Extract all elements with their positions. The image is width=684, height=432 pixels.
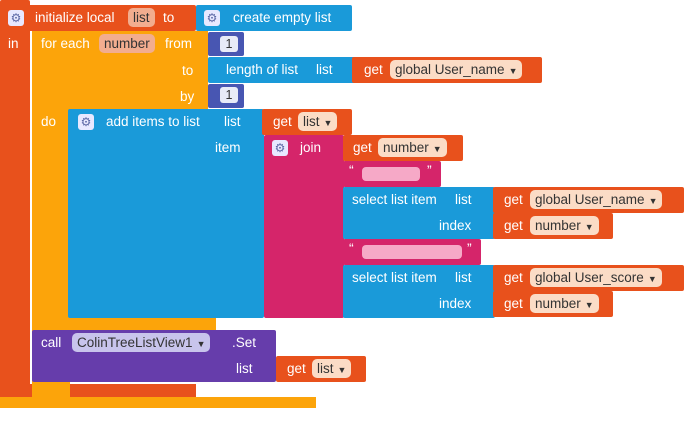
method-label: .Set xyxy=(232,335,257,350)
get-label: get xyxy=(504,218,523,233)
triangle-down-icon: ▼ xyxy=(584,222,594,232)
get-label: get xyxy=(353,140,372,155)
by-number-value[interactable]: 1 xyxy=(220,87,238,103)
quote-close: ” xyxy=(427,162,432,178)
join-block[interactable] xyxy=(264,135,344,318)
var-name: number xyxy=(535,218,581,233)
for-each-do-tail xyxy=(32,318,216,330)
for-each-from-label: from xyxy=(165,36,192,51)
select-index-label: index xyxy=(439,218,472,233)
call-list-label: list xyxy=(236,361,253,376)
add-items-item-label: item xyxy=(215,140,241,155)
component-name: ColinTreeListView1 xyxy=(77,335,193,350)
get-label: get xyxy=(504,270,523,285)
get-label: get xyxy=(287,361,306,376)
get-label: get xyxy=(364,62,383,77)
local-var-name[interactable]: list xyxy=(128,8,155,27)
var-name: number xyxy=(535,296,581,311)
get-label: get xyxy=(504,296,523,311)
triangle-down-icon: ▼ xyxy=(432,144,442,154)
init-local-label: initialize local xyxy=(35,10,115,25)
text-input[interactable] xyxy=(362,245,462,259)
var-name: number xyxy=(383,140,429,155)
for-each-var-name[interactable]: number xyxy=(99,34,155,53)
for-each-label: for each xyxy=(41,36,90,51)
add-items-label: add items to list xyxy=(106,114,200,129)
for-each-do-label: do xyxy=(41,114,57,129)
var-name: global User_name xyxy=(535,192,645,207)
var-dropdown[interactable]: global User_name ▼ xyxy=(390,60,523,79)
init-to-label: to xyxy=(163,10,175,25)
select-index-label: index xyxy=(439,296,472,311)
gear-icon[interactable]: ⚙ xyxy=(272,140,288,156)
for-each-by-label: by xyxy=(180,89,195,104)
component-dropdown[interactable]: ColinTreeListView1 ▼ xyxy=(72,333,211,352)
gear-icon[interactable]: ⚙ xyxy=(8,10,24,26)
var-dropdown[interactable]: list ▼ xyxy=(298,112,338,131)
var-dropdown[interactable]: number ▼ xyxy=(530,216,599,235)
select-list-item-block[interactable] xyxy=(343,265,495,318)
init-local-block[interactable] xyxy=(0,0,30,402)
var-dropdown[interactable]: global User_score ▼ xyxy=(530,268,662,287)
var-dropdown[interactable]: number ▼ xyxy=(378,138,447,157)
get-label: get xyxy=(273,114,292,129)
call-label: call xyxy=(41,335,62,350)
triangle-down-icon: ▼ xyxy=(323,118,333,128)
triangle-down-icon: ▼ xyxy=(508,66,518,76)
init-in-label: in xyxy=(8,36,19,51)
create-empty-list-label: create empty list xyxy=(233,10,332,25)
length-of-list-block[interactable] xyxy=(208,57,358,83)
for-each-to-label: to xyxy=(182,63,194,78)
length-of-list-label: length of list xyxy=(226,62,299,77)
select-list-item-label: select list item xyxy=(352,192,437,207)
var-name: global User_name xyxy=(395,62,505,77)
triangle-down-icon: ▼ xyxy=(584,300,594,310)
var-name: global User_score xyxy=(535,270,644,285)
gear-icon[interactable]: ⚙ xyxy=(204,10,220,26)
add-items-list-label: list xyxy=(224,114,241,129)
quote-close: ” xyxy=(467,240,472,256)
create-empty-list-block[interactable] xyxy=(196,5,352,31)
for-each-footer xyxy=(0,397,316,408)
triangle-down-icon: ▼ xyxy=(196,339,206,349)
length-of-list-list-label: list xyxy=(316,62,333,77)
join-label: join xyxy=(300,140,322,155)
quote-open: “ xyxy=(349,240,354,256)
gear-icon[interactable]: ⚙ xyxy=(78,114,94,130)
select-list-item-block[interactable] xyxy=(343,187,495,239)
triangle-down-icon: ▼ xyxy=(647,274,657,284)
var-dropdown[interactable]: list ▼ xyxy=(312,359,352,378)
var-dropdown[interactable]: number ▼ xyxy=(530,294,599,313)
var-name: list xyxy=(303,114,320,129)
quote-open: “ xyxy=(349,162,354,178)
get-label: get xyxy=(504,192,523,207)
select-list-item-label: select list item xyxy=(352,270,437,285)
text-input[interactable] xyxy=(362,167,420,181)
var-name: list xyxy=(317,361,334,376)
from-number-value[interactable]: 1 xyxy=(220,36,238,52)
add-items-block[interactable] xyxy=(68,109,264,318)
init-local-header[interactable] xyxy=(0,5,196,31)
select-list-label: list xyxy=(455,270,472,285)
triangle-down-icon: ▼ xyxy=(337,365,347,375)
triangle-down-icon: ▼ xyxy=(648,196,658,206)
select-list-label: list xyxy=(455,192,472,207)
var-dropdown[interactable]: global User_name ▼ xyxy=(530,190,663,209)
